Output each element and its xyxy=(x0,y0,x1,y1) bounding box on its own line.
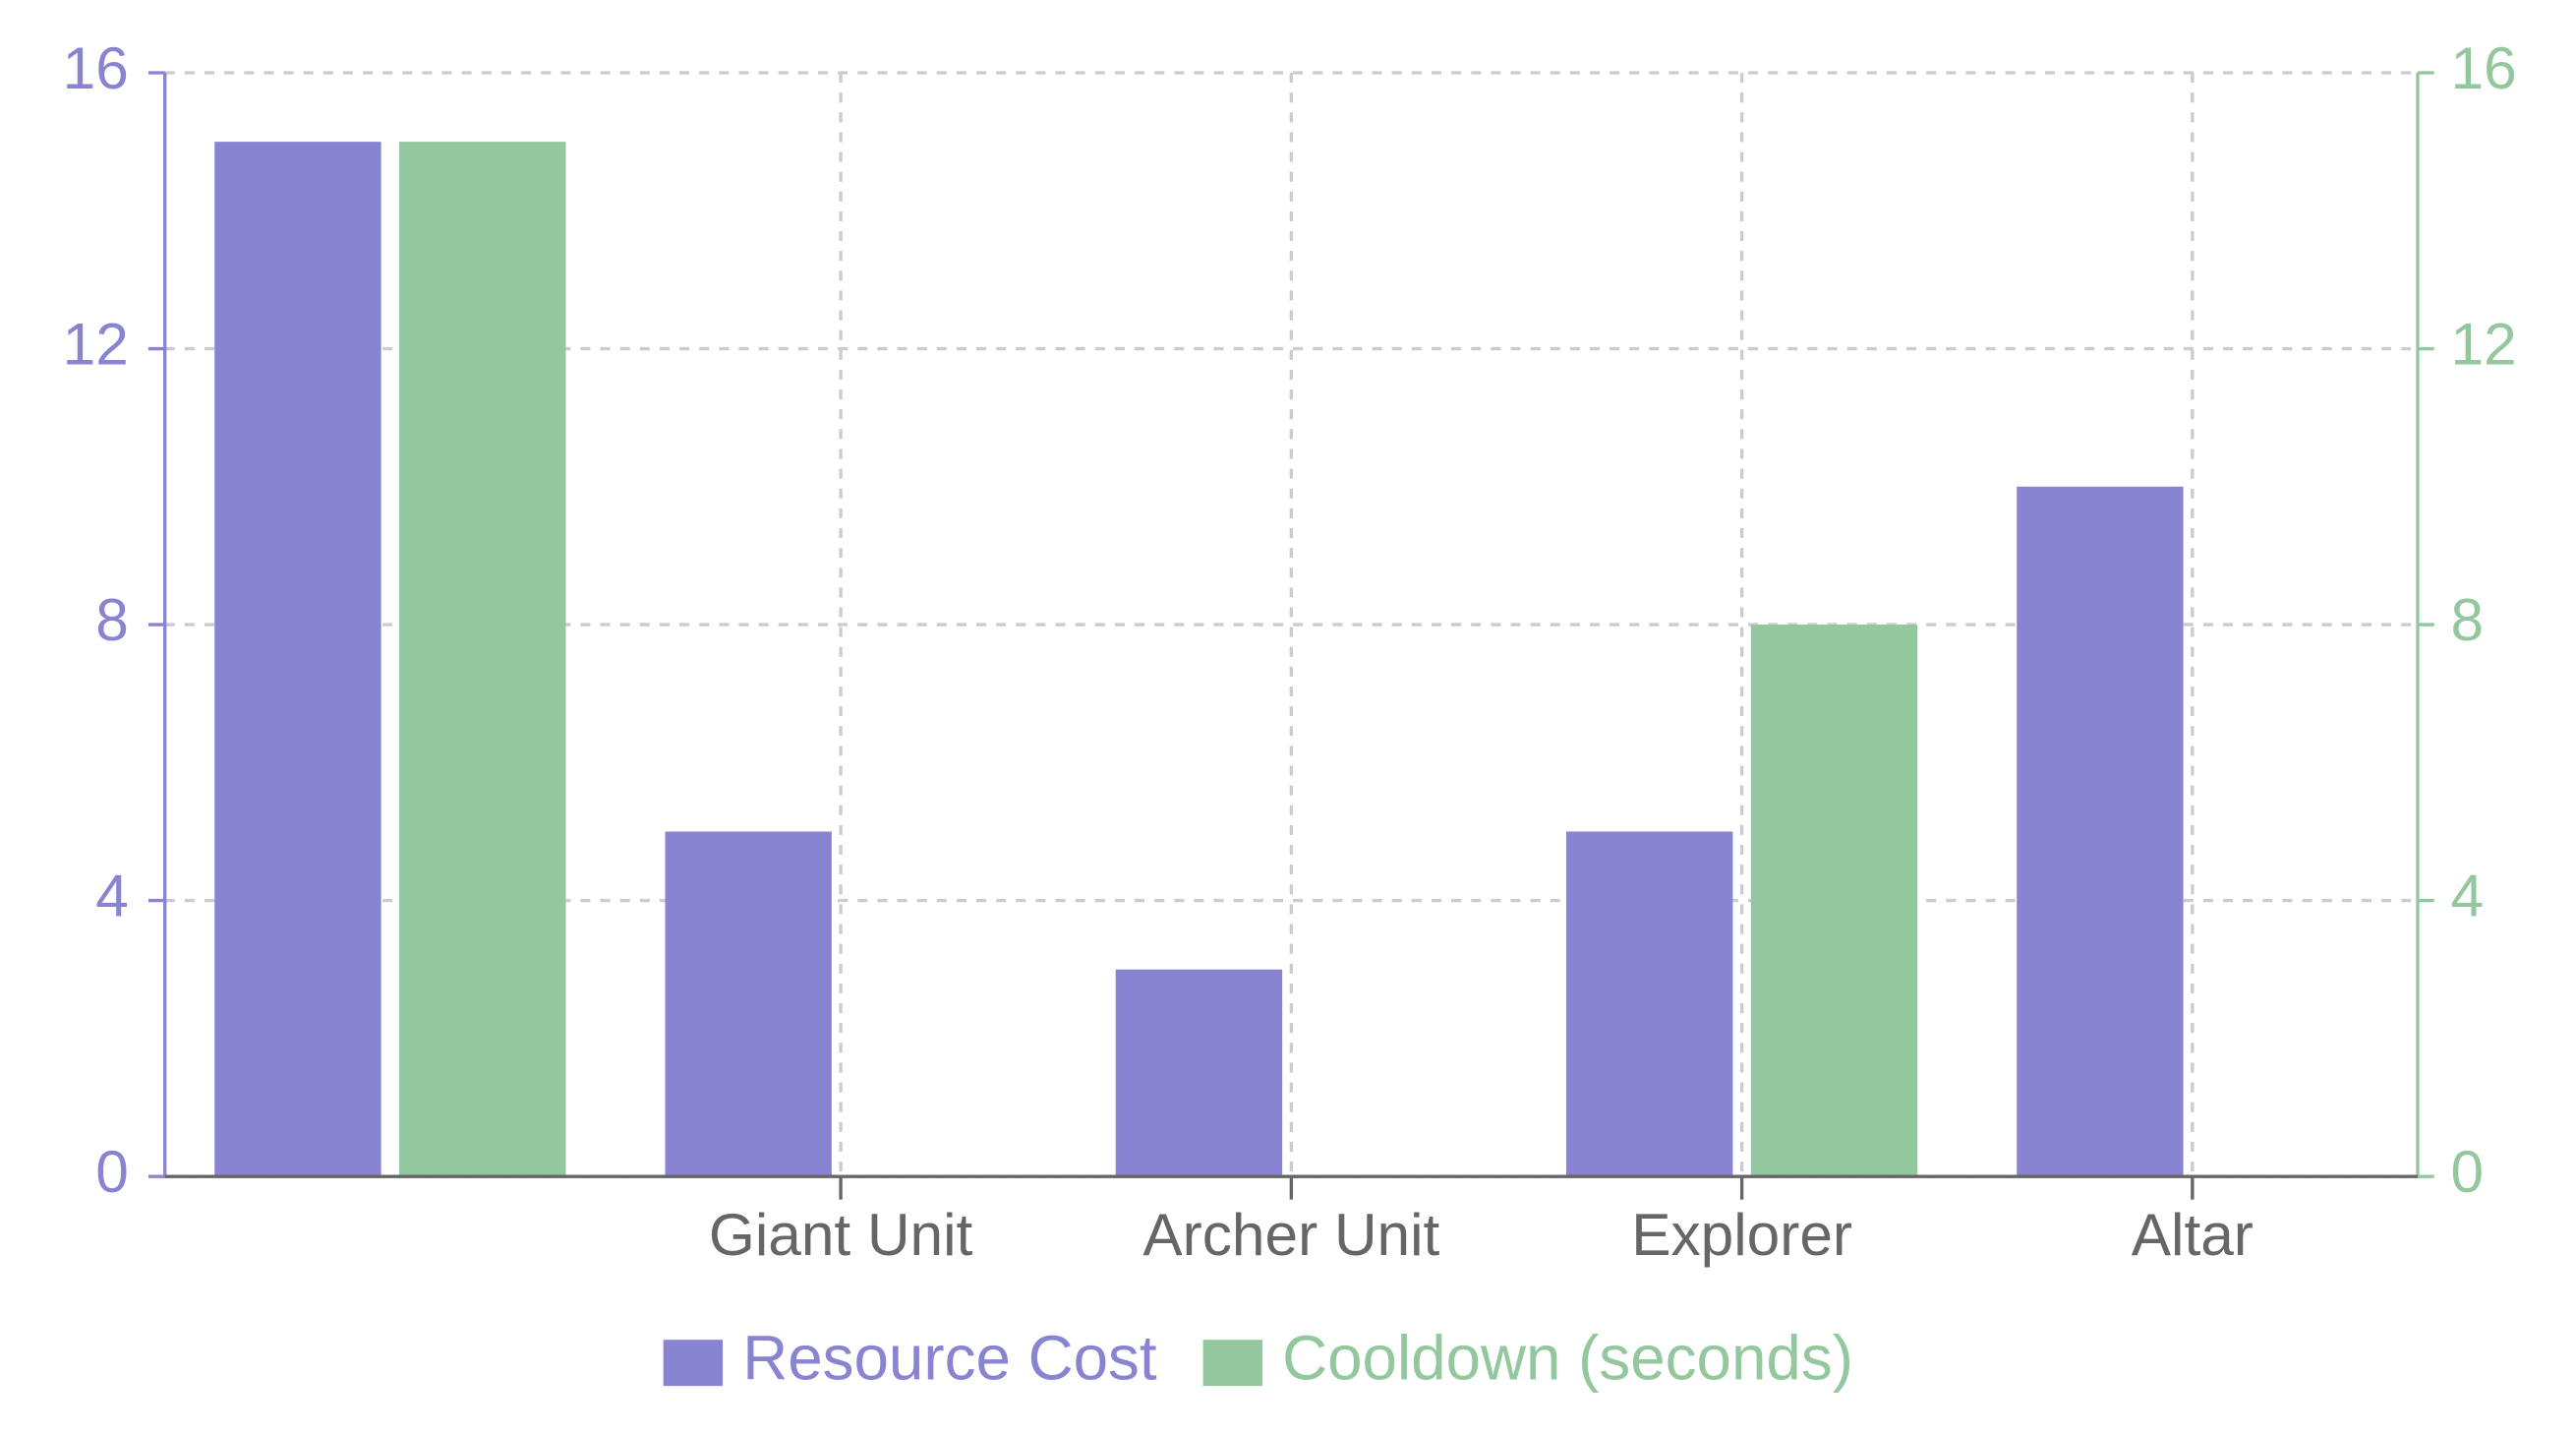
y-tick-label: 0 xyxy=(95,1138,129,1205)
y-tick-label: 4 xyxy=(95,863,129,929)
y2-tick-label: 0 xyxy=(2451,1138,2485,1205)
bar xyxy=(399,142,566,1177)
x-tick-label: Altar xyxy=(2132,1201,2254,1268)
bar xyxy=(1565,831,1733,1177)
y-tick-label: 12 xyxy=(63,310,129,377)
legend-label: Cooldown (seconds) xyxy=(1282,1323,1853,1394)
x-tick-label: Explorer xyxy=(1631,1201,1852,1268)
x-tick-label: Giant Unit xyxy=(709,1201,973,1268)
legend-swatch xyxy=(663,1340,724,1387)
y-tick-label: 16 xyxy=(63,34,129,101)
bar xyxy=(1750,625,1918,1177)
y-tick-label: 8 xyxy=(95,586,129,653)
x-tick-label: Archer Unit xyxy=(1142,1201,1439,1268)
bar xyxy=(665,831,832,1177)
y2-tick-label: 8 xyxy=(2451,586,2485,653)
y2-tick-label: 4 xyxy=(2451,863,2485,929)
y2-tick-label: 12 xyxy=(2451,310,2517,377)
bar xyxy=(214,142,381,1177)
legend-swatch xyxy=(1202,1340,1262,1387)
bar xyxy=(1115,969,1283,1177)
legend-label: Resource Cost xyxy=(742,1323,1157,1394)
bar xyxy=(2017,486,2184,1177)
y2-tick-label: 16 xyxy=(2451,34,2517,101)
